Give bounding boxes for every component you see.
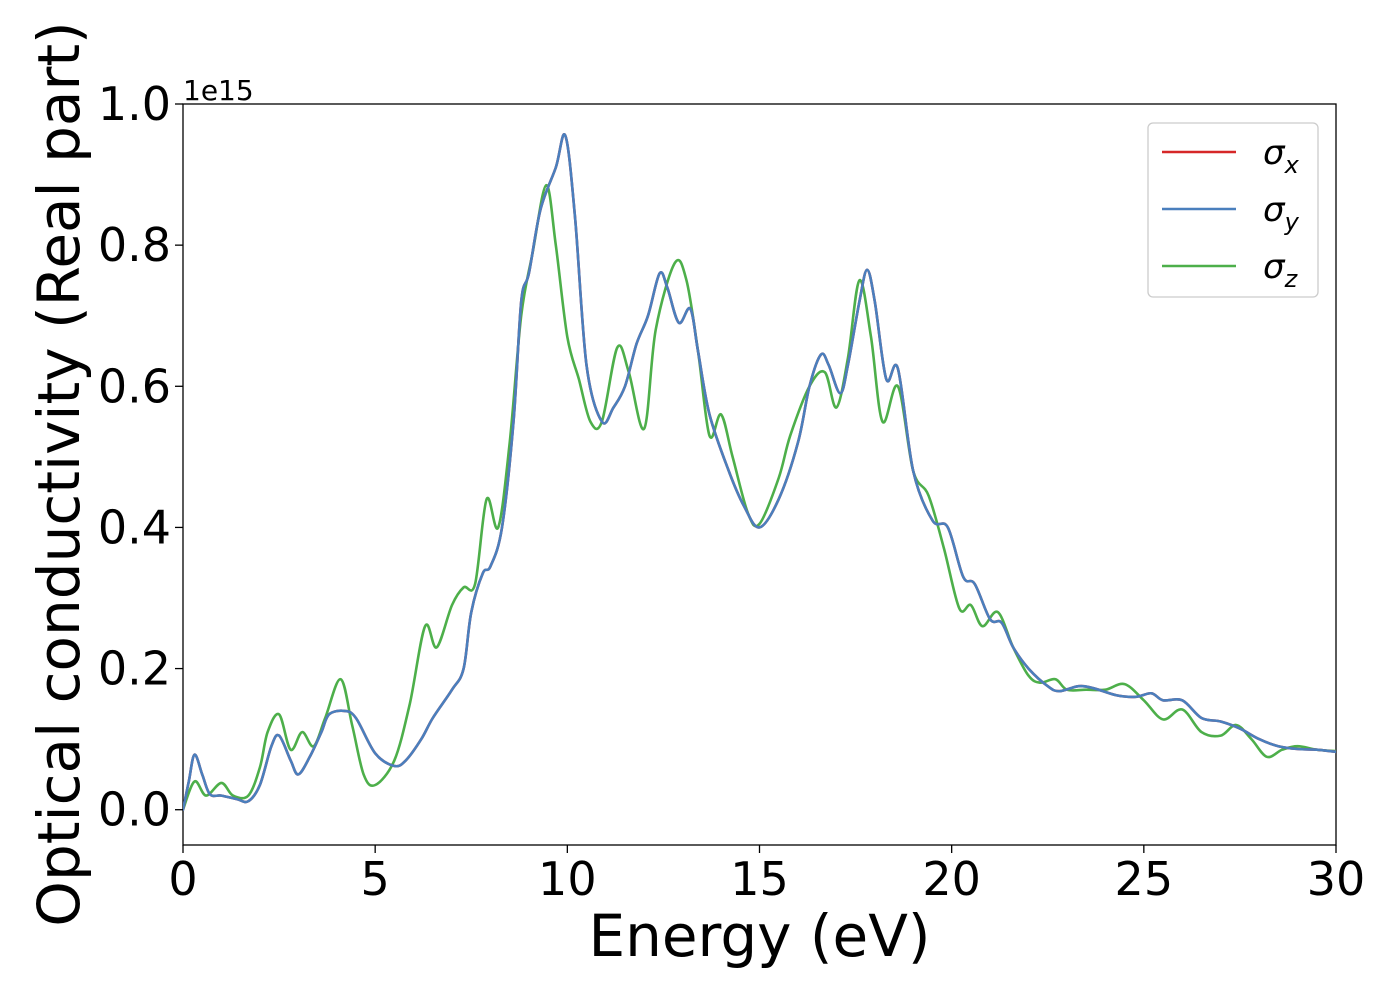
legend: σx σy σz <box>1147 122 1319 298</box>
y-axis-title: Optical conductivity (Real part) <box>25 21 93 926</box>
plot-area <box>182 103 1337 846</box>
legend-label-z: σz <box>1263 247 1299 293</box>
series-line-y <box>183 132 1336 811</box>
x-tick-label: 30 <box>1307 852 1366 906</box>
x-tick-label: 25 <box>1115 852 1174 906</box>
legend-label-x: σx <box>1263 133 1300 179</box>
y-tick-label: 0.2 <box>98 642 171 696</box>
y-offset-label: 1e15 <box>183 74 254 107</box>
x-axis: 0 5 10 15 20 25 30 <box>168 845 1365 906</box>
y-tick-label: 0.6 <box>98 359 171 413</box>
x-tick-label: 10 <box>538 852 597 906</box>
x-tick-label: 0 <box>168 852 197 906</box>
y-tick-label: 1.0 <box>98 77 171 131</box>
x-tick-label: 15 <box>730 852 789 906</box>
x-axis-title: Energy (eV) <box>588 902 930 970</box>
legend-label-y: σy <box>1263 190 1300 236</box>
x-tick-label: 5 <box>361 852 390 906</box>
y-tick-label: 0.8 <box>98 218 171 272</box>
x-tick-label: 20 <box>922 852 981 906</box>
y-tick-label: 0.4 <box>98 500 171 554</box>
y-tick-label: 0.0 <box>98 783 171 837</box>
y-axis: 0.0 0.2 0.4 0.6 0.8 1.0 <box>98 77 183 837</box>
series-lines <box>183 132 1336 811</box>
